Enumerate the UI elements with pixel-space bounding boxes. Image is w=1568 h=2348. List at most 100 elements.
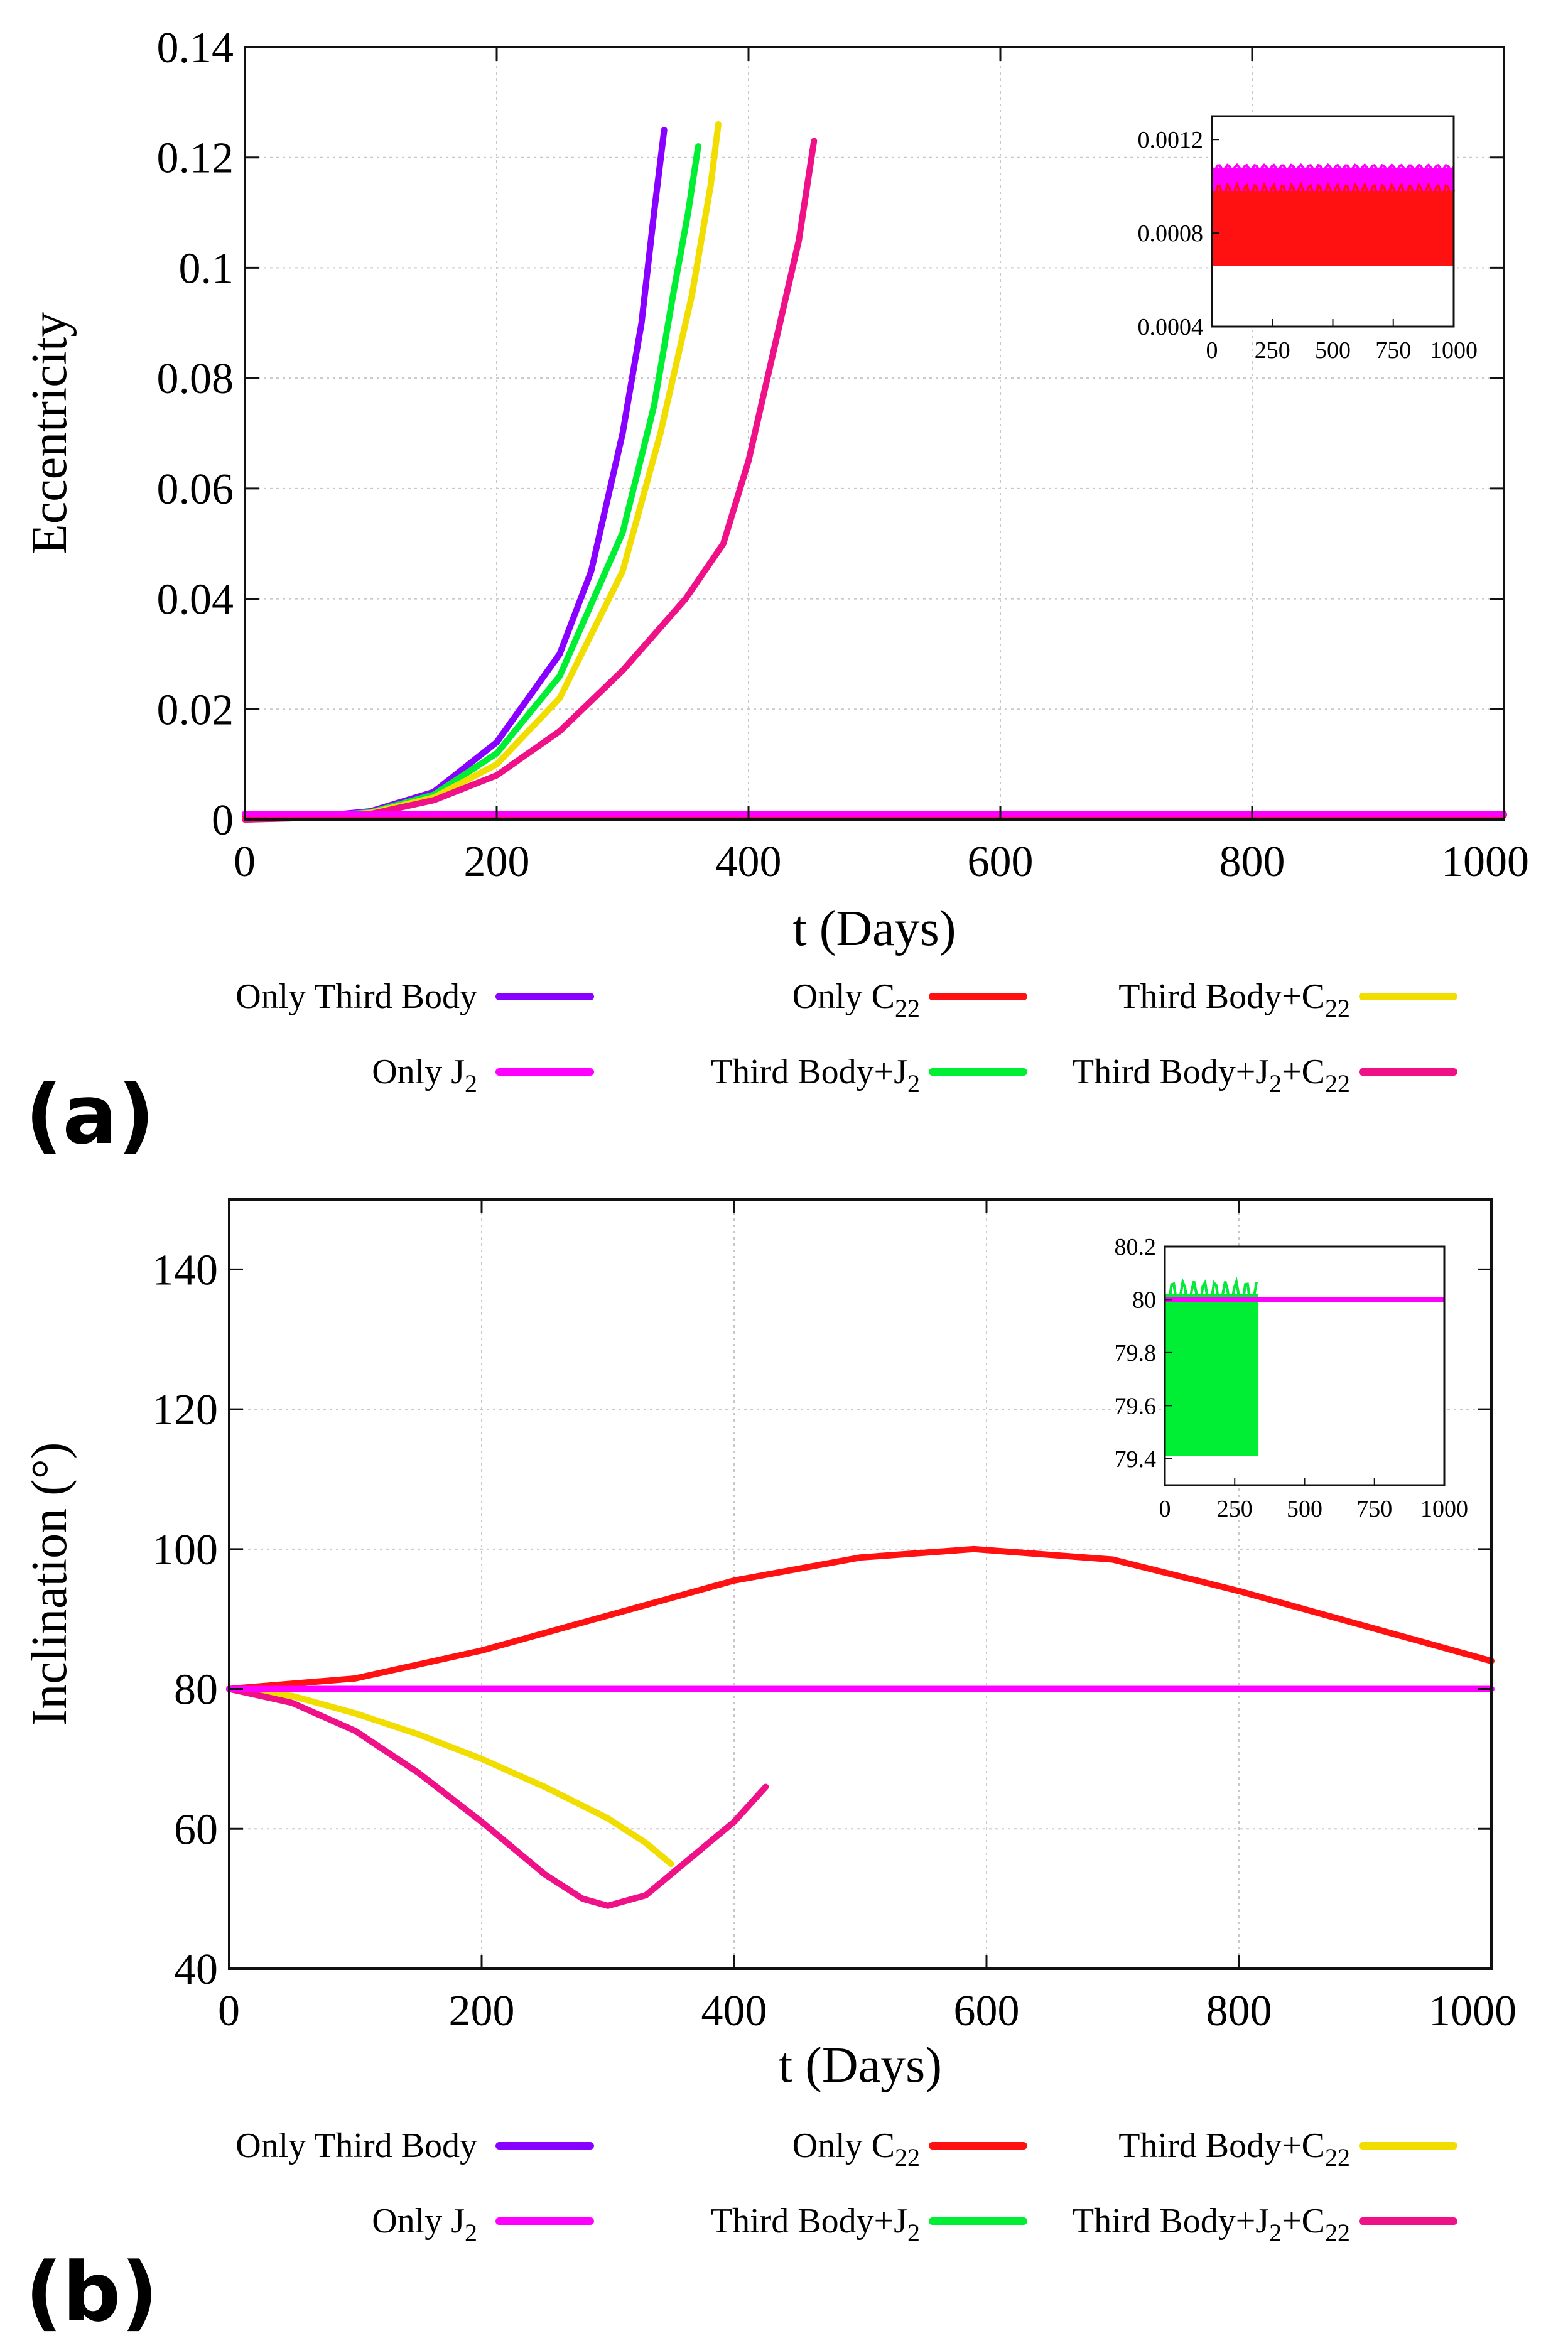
x-axis-title: t (Days) [779,2038,942,2093]
x-tick-label: 200 [449,1987,515,2035]
inset-envelope-c22 [1211,181,1455,200]
legend-label-j2: Only J2 [372,1052,477,1098]
legend-label-c22: Only C22 [792,977,920,1022]
legend-label-subscript: 22 [1325,2143,1350,2172]
legend-label-subscript: 2 [465,2219,477,2247]
inset-x-tick-label: 250 [1217,1496,1253,1522]
inset-band-third_j2 [1165,1294,1259,1456]
y-tick-label: 140 [152,1246,218,1294]
legend-label-third: Only Third Body [235,977,477,1016]
legend-label-base: Third Body+J [711,1052,907,1091]
legend-label-subscript: 22 [895,2143,920,2172]
legend-label-base: Only C [792,977,895,1016]
legend-label-base: Third Body+C [1118,2126,1325,2165]
series-line-third_c22 [226,1685,674,1867]
legend: Only Third Body Only C22 Third Body+C22Onl… [235,977,1457,1098]
inset-y-tick-label: 0.0008 [1138,220,1204,247]
legend-label-third_j2: Third Body+J2 [711,2202,920,2247]
plot-frame [228,1198,1493,1970]
x-axis-title: t (Days) [793,901,956,956]
inset-y-tick-label: 79.4 [1115,1446,1157,1473]
inset-x-tick-label: 500 [1315,337,1351,364]
legend-label-c22: Only C22 [792,2126,920,2172]
y-tick-label: 0.02 [157,686,234,734]
legend-label-base: Only Third Body [235,977,477,1016]
inset-x-tick-label: 0 [1159,1496,1171,1522]
y-tick-label: 100 [152,1526,218,1574]
panel-a-label: (a) [25,1067,155,1162]
legend-label-base: Third Body+C [1118,977,1325,1016]
x-tick-label: 800 [1206,1987,1272,2035]
inset-x-tick-label: 250 [1255,337,1290,364]
inset-y-tick-label: 0.0004 [1138,314,1204,340]
legend-label-subscript: 2 [1269,2219,1282,2247]
inset-y-tick-label: 80.2 [1115,1234,1157,1260]
legend-label-subscript2: 22 [1325,1069,1350,1098]
legend: Only Third Body Only C22 Third Body+C22Onl… [235,2126,1457,2247]
x-tick-label: 600 [954,1987,1020,2035]
legend-label-base: Only C [792,2126,895,2165]
inset-x-tick-label: 1000 [1420,1496,1468,1522]
x-tick-label: 0 [234,838,256,886]
inset-y-tick-label: 79.8 [1115,1340,1157,1366]
legend-label-subscript: 22 [895,994,920,1022]
y-tick-label: 120 [152,1386,218,1434]
y-tick-label: 40 [174,1945,218,1994]
legend-label-subscript: 22 [1325,994,1350,1022]
y-tick-label: 0.06 [157,465,234,514]
x-tick-label: 400 [701,1987,767,2035]
inset-x-tick-label: 500 [1287,1496,1322,1522]
y-axis-title: Eccentricity [22,312,77,555]
panel-b-label: (b) [25,2244,158,2340]
x-tick-label: 1000 [1429,1987,1517,2035]
y-tick-label: 60 [174,1805,218,1854]
legend-label-base: Third Body+J [1073,1052,1269,1091]
y-tick-label: 0.12 [157,134,234,183]
legend-label-third_c22: Third Body+C22 [1118,977,1350,1022]
series-line-c22 [226,1545,1495,1692]
inset-x-tick-label: 750 [1356,1496,1392,1522]
inset-chart: 0 250 500 750 1000 0.0004 0.0008 0.0012 [1138,115,1478,364]
inset-y-tick-label: 79.6 [1115,1393,1157,1419]
inset-x-tick-label: 1000 [1430,337,1478,364]
y-tick-label: 80 [174,1666,218,1714]
legend-label-subscript: 2 [1269,1069,1282,1098]
inset-x-tick-label: 0 [1206,337,1218,364]
legend-label-tail: +C [1282,2202,1325,2241]
legend-label-j2: Only J2 [372,2202,477,2247]
y-tick-label: 0.1 [179,244,234,293]
legend-label-subscript2: 22 [1325,2219,1350,2247]
y-axis-title: Inclination (°) [22,1442,77,1726]
legend-label-subscript: 2 [907,2219,920,2247]
x-tick-label: 1000 [1441,838,1529,886]
legend-label-subscript: 2 [907,1069,920,1098]
y-tick-label: 0.14 [157,24,234,72]
x-tick-label: 800 [1219,838,1285,886]
legend-label-third: Only Third Body [235,2126,477,2165]
inset-envelope-j2 [1211,163,1455,173]
legend-label-third_j2: Third Body+J2 [711,1052,920,1098]
series-line-third_j2_c22 [226,1685,769,1909]
y-tick-label: 0.08 [157,355,234,403]
legend-label-third_c22: Third Body+C22 [1118,2126,1350,2172]
inset-band-c22 [1212,191,1454,266]
plot-frame [244,46,1505,821]
legend-label-base: Only J [372,1052,465,1091]
legend-label-base: Only Third Body [235,2126,477,2165]
panel-a-eccentricity-chart: 0 200 400 600 800 1000 0 0.02 0.04 0.06 0.08 0.1 0.1… [22,24,1529,1098]
inset-y-tick-label: 0.0012 [1138,127,1204,153]
legend-label-third_j2_c22: Third Body+J2+C22 [1073,2202,1350,2247]
y-tick-label: 0.04 [157,576,234,624]
x-tick-label: 400 [716,838,782,886]
legend-label-tail: +C [1282,1052,1325,1091]
legend-label-base: Third Body+J [1073,2202,1269,2241]
x-tick-label: 0 [218,1987,240,2035]
x-tick-label: 200 [464,838,530,886]
legend-label-base: Only J [372,2202,465,2241]
legend-label-base: Third Body+J [711,2202,907,2241]
legend-label-subscript: 2 [465,1069,477,1098]
inset-y-tick-label: 80 [1132,1287,1156,1313]
y-tick-label: 0 [212,796,234,845]
